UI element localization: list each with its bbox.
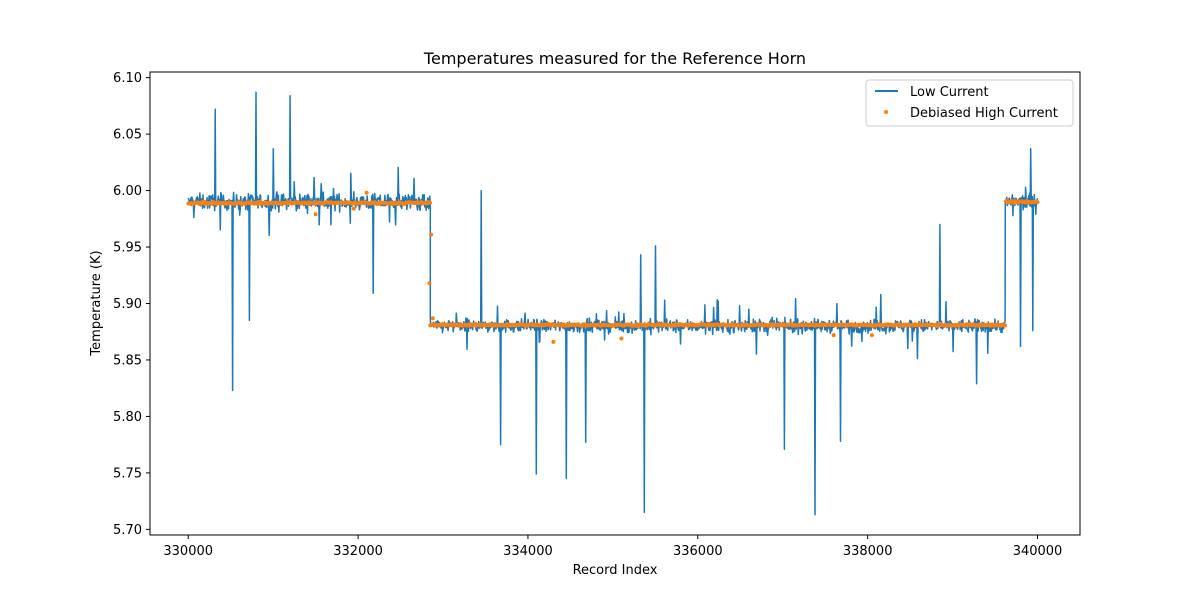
scatter-point	[313, 212, 318, 217]
y-tick-label: 5.80	[113, 410, 142, 425]
x-tick-label: 330000	[163, 544, 213, 559]
y-axis: 5.70 5.75 5.80 5.85 5.90 5.95 6.00 6.05 6.10	[113, 71, 150, 538]
scatter-point	[831, 333, 836, 338]
scatter-point	[428, 200, 432, 205]
y-axis-label: Temperature (K)	[89, 250, 104, 356]
scatter-point	[551, 339, 556, 344]
legend-label-low-current: Low Current	[910, 85, 989, 100]
scatter-point	[1035, 200, 1040, 205]
scatter-point	[1003, 323, 1007, 328]
scatter-point	[430, 316, 435, 321]
x-tick-label: 340000	[1013, 544, 1063, 559]
legend-label-debiased-high-current: Debiased High Current	[910, 106, 1058, 121]
series-debiased-high-current	[186, 190, 1040, 344]
scatter-point	[351, 206, 356, 211]
scatter-point	[427, 281, 432, 286]
x-tick-label: 338000	[843, 544, 893, 559]
scatter-point	[429, 232, 434, 237]
legend-box	[865, 79, 1074, 127]
y-tick-label: 5.70	[113, 523, 142, 538]
x-axis-label: Record Index	[573, 563, 658, 578]
y-tick-label: 5.95	[113, 241, 142, 256]
low-current-line	[187, 91, 1039, 516]
y-tick-label: 6.00	[113, 184, 142, 199]
legend: Low Current Debiased High Current	[865, 79, 1074, 127]
y-tick-label: 5.85	[113, 353, 142, 368]
scatter-point	[869, 333, 874, 338]
x-tick-label: 334000	[503, 544, 553, 559]
x-tick-label: 336000	[673, 544, 723, 559]
x-axis: 330000 332000 334000 336000 338000 340000	[163, 535, 1062, 559]
y-tick-label: 5.75	[113, 466, 142, 481]
scatter-point	[364, 190, 369, 195]
x-tick-label: 332000	[333, 544, 383, 559]
legend-dot-icon	[884, 110, 888, 114]
series-low-current	[187, 91, 1039, 516]
y-tick-label: 5.90	[113, 297, 142, 312]
y-tick-label: 6.10	[113, 71, 142, 86]
scatter-point	[619, 336, 624, 341]
chart-title: Temperatures measured for the Reference …	[423, 49, 806, 68]
y-tick-label: 6.05	[113, 128, 142, 143]
